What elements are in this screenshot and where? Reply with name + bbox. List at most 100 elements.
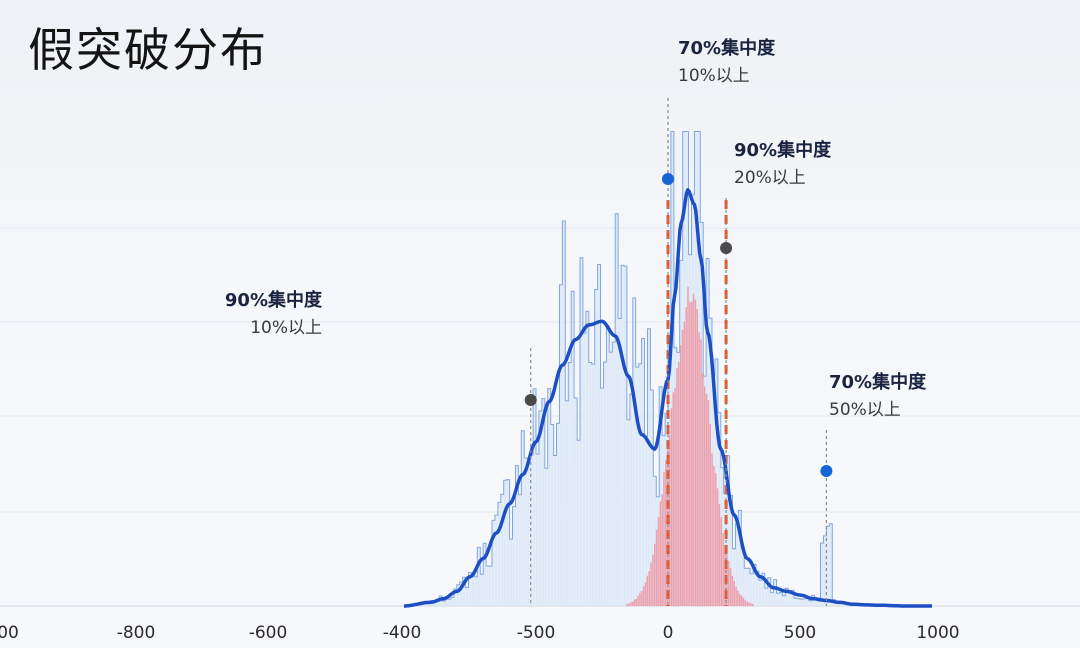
histogram-bar — [474, 576, 478, 606]
histogram-bar — [729, 495, 733, 606]
histogram-bar — [808, 600, 812, 606]
histogram-bar — [647, 328, 651, 606]
histogram-bar — [533, 388, 536, 606]
x-tick-label: -800 — [117, 623, 156, 643]
core-histogram-bar — [689, 301, 691, 606]
histogram-bar — [450, 597, 454, 606]
annotation-subtitle: 10%以上 — [678, 66, 750, 86]
core-histogram-bar — [718, 503, 721, 606]
x-axis-ticks: 00 -800 -600 -400 -500 0 500 1000 — [0, 623, 960, 643]
core-histogram-bar — [727, 560, 730, 606]
core-histogram-bar — [661, 494, 663, 606]
histogram-bar — [776, 593, 780, 606]
histogram-bar — [506, 479, 510, 606]
core-histogram-bar — [683, 321, 686, 606]
x-tick-label: -500 — [517, 623, 556, 643]
core-histogram-bar — [657, 517, 660, 606]
x-tick-label: -400 — [383, 623, 422, 643]
histogram-bar — [582, 332, 586, 606]
histogram-bar — [779, 592, 783, 606]
histogram-bar — [448, 599, 451, 606]
histogram-bar — [767, 577, 771, 606]
histogram-bar — [600, 388, 604, 606]
x-tick-label: 1000 — [916, 623, 959, 643]
histogram-bar — [670, 131, 674, 606]
histogram-bar — [612, 342, 615, 606]
histogram-bar — [814, 599, 818, 606]
histogram-bar — [503, 480, 507, 606]
histogram-bar — [726, 455, 730, 606]
core-histogram-bar — [714, 473, 717, 606]
histogram-bar — [445, 598, 448, 606]
histogram-bar — [497, 502, 501, 606]
histogram-bar — [588, 362, 592, 606]
histogram-bar — [568, 362, 571, 606]
histogram-bar — [577, 440, 580, 606]
histogram-bar — [574, 397, 577, 606]
histogram-bar — [565, 400, 568, 606]
core-histogram-bar — [705, 393, 708, 606]
core-histogram-bar — [740, 595, 743, 606]
core-histogram-bar — [652, 554, 654, 606]
histogram-bar — [480, 574, 483, 606]
annotation: 70%集中度 10%以上 — [662, 37, 776, 606]
histogram-bar — [518, 494, 522, 606]
core-histogram-bar — [692, 293, 695, 606]
histogram-bar — [744, 568, 747, 606]
histogram-bar — [509, 539, 513, 606]
histogram-bar — [756, 570, 759, 606]
histogram-bar — [547, 388, 551, 606]
core-histogram-bar — [746, 601, 748, 606]
annotation-dot — [524, 394, 537, 406]
histogram-bar — [500, 494, 504, 606]
histogram-bar — [817, 601, 821, 606]
core-histogram-bar — [731, 575, 734, 606]
annotation-subtitle: 20%以上 — [734, 168, 806, 188]
core-histogram-bar — [687, 286, 689, 606]
core-histogram-bar — [654, 543, 656, 606]
core-histogram-bar — [639, 592, 641, 606]
histogram-bar — [829, 523, 832, 606]
histogram-bar — [562, 220, 566, 607]
density-curve — [403, 188, 933, 608]
histogram-bar — [465, 587, 469, 606]
core-histogram-bar — [751, 603, 754, 606]
core-histogram-bar — [707, 399, 710, 606]
core-histogram-bar — [739, 594, 741, 606]
histogram-bar — [820, 542, 824, 606]
core-histogram-bar — [629, 602, 632, 606]
histogram-bar — [621, 265, 624, 606]
core-histogram-bar — [713, 466, 715, 606]
annotation: 70%集中度 50%以上 — [820, 371, 927, 606]
histogram-bar — [521, 430, 524, 606]
histogram-bar — [468, 572, 472, 606]
histogram-bar — [802, 598, 806, 606]
histogram-bar — [585, 311, 589, 606]
histogram-bar — [550, 424, 554, 606]
histogram-bar — [606, 326, 610, 606]
histogram-bar — [459, 581, 463, 606]
histogram-bar — [826, 526, 830, 606]
histogram-bar — [494, 515, 498, 606]
histogram-bar — [811, 595, 815, 606]
core-histogram-bar — [663, 472, 665, 606]
core-histogram-bar — [729, 568, 732, 606]
histogram-bar — [436, 601, 439, 606]
histogram-bar — [764, 588, 768, 606]
histogram-bar — [758, 580, 762, 606]
annotation: 90%集中度 20%以上 — [720, 139, 832, 606]
histogram-bar — [800, 599, 803, 606]
histogram-bar — [720, 467, 724, 606]
x-tick-label: 500 — [784, 623, 816, 643]
core-histogram-bar — [744, 600, 747, 606]
core-histogram-bar — [748, 602, 750, 606]
core-histogram-bar — [722, 532, 724, 606]
annotation-dot — [720, 242, 733, 254]
core-histogram-bar — [696, 308, 699, 606]
core-histogram-bar — [735, 586, 737, 606]
histogram-bar — [741, 547, 744, 606]
histogram-bar — [471, 573, 475, 606]
annotation-title: 70%集中度 — [829, 371, 927, 393]
core-histogram-bar — [711, 453, 713, 606]
histogram-bar — [788, 592, 791, 606]
